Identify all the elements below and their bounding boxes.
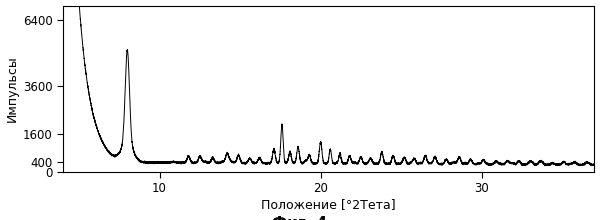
X-axis label: Положение [°2Тета]: Положение [°2Тета] xyxy=(262,198,396,211)
Y-axis label: Импульсы: Импульсы xyxy=(5,55,19,122)
Text: Фиг. 4: Фиг. 4 xyxy=(272,216,328,220)
